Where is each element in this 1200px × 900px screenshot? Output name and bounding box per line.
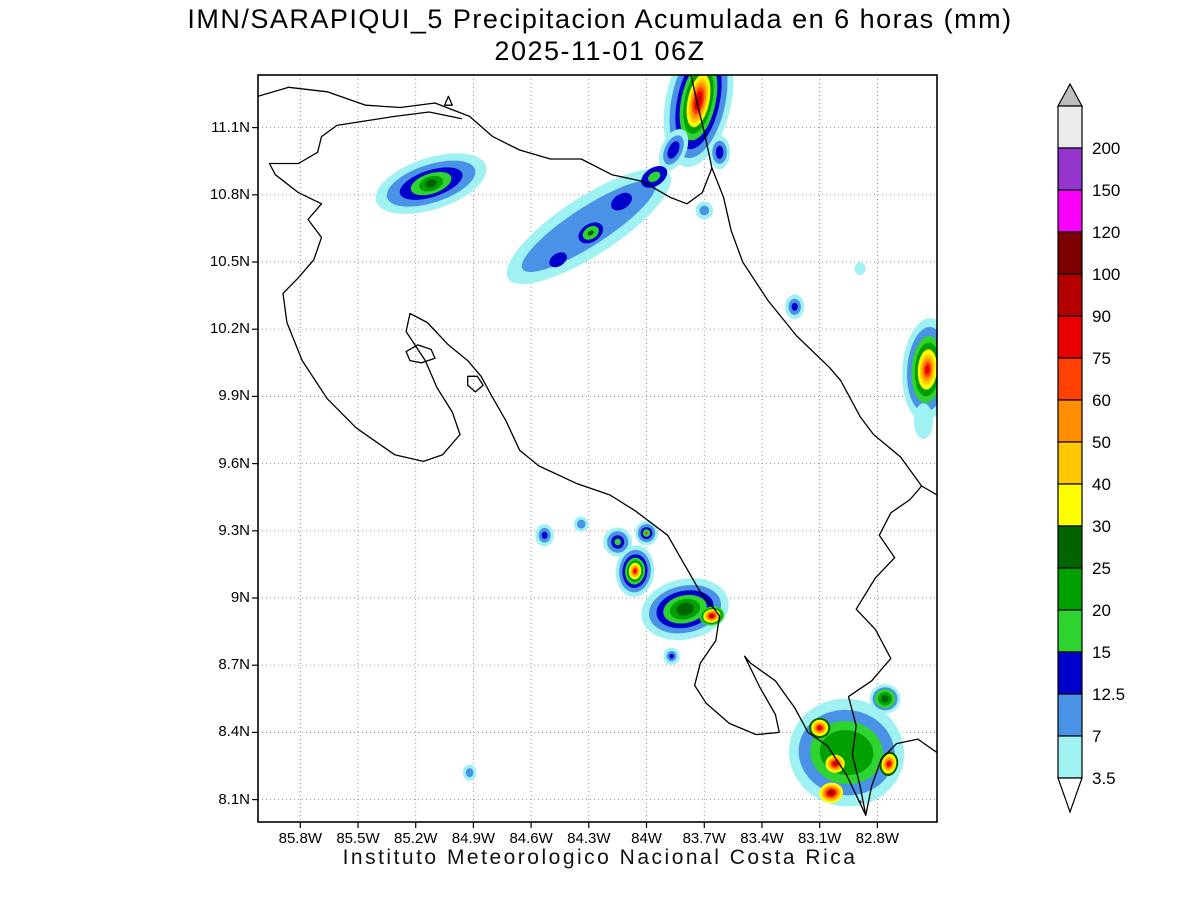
colorbar-tick-label: 7 xyxy=(1092,727,1101,746)
colorbar-segment xyxy=(1057,651,1083,695)
colorbar-tick-label: 120 xyxy=(1092,223,1120,242)
axis-ticks xyxy=(252,126,879,828)
colorbar-segment xyxy=(1057,357,1083,401)
lon-tick-label: 84W xyxy=(631,830,662,847)
colorbar-segment xyxy=(1057,105,1083,149)
map-border xyxy=(257,74,938,823)
footer-caption: Instituto Meteorologico Nacional Costa R… xyxy=(342,846,858,869)
lat-tick-label: 9.9N xyxy=(218,387,250,405)
lon-tick-label: 82.8W xyxy=(855,830,900,847)
colorbar-segment xyxy=(1057,441,1083,485)
colorbar-tick-label: 3.5 xyxy=(1092,769,1116,788)
colorbar-tick-label: 150 xyxy=(1092,181,1120,200)
colorbar-tick-label: 75 xyxy=(1092,349,1111,368)
colorbar-segment xyxy=(1057,315,1083,359)
lat-tick-label: 8.7N xyxy=(218,656,250,674)
colorbar-tick-label: 30 xyxy=(1092,517,1111,536)
colorbar-segment xyxy=(1057,399,1083,443)
colorbar-tick-label: 15 xyxy=(1092,643,1111,662)
lat-tick-label: 9.6N xyxy=(218,454,250,472)
chart-subtitle: 2025-11-01 06Z xyxy=(494,36,706,66)
colorbar-tick-label: 90 xyxy=(1092,307,1111,326)
colorbar-segment xyxy=(1057,693,1083,737)
colorbar-tick-label: 50 xyxy=(1092,433,1111,452)
lon-tick-label: 84.3W xyxy=(567,830,611,847)
colorbar-tick-label: 100 xyxy=(1092,265,1120,284)
lat-tick-label: 9N xyxy=(230,589,250,606)
chart-title: IMN/SARAPIQUI_5 Precipitacion Acumulada … xyxy=(187,4,1013,34)
colorbar-tick-label: 40 xyxy=(1092,475,1111,494)
colorbar-segment xyxy=(1057,525,1083,569)
lon-tick-label: 83.7W xyxy=(682,830,726,847)
colorbar-segment xyxy=(1057,567,1083,611)
lat-tick-label: 11.1N xyxy=(211,118,250,136)
lat-tick-label: 10.5N xyxy=(209,253,250,271)
lon-tick-label: 85.2W xyxy=(394,830,438,847)
colorbar-segment xyxy=(1057,189,1083,233)
colorbar-tick-label: 60 xyxy=(1092,391,1111,410)
colorbar-tick-label: 12.5 xyxy=(1092,685,1125,704)
colorbar-tick-label: 200 xyxy=(1092,139,1120,158)
lon-tick-label: 84.9W xyxy=(451,830,496,847)
colorbar-segment xyxy=(1057,483,1083,527)
lon-tick-label: 85.8W xyxy=(278,830,322,847)
lat-tick-label: 8.1N xyxy=(218,790,250,808)
colorbar-segment xyxy=(1057,735,1083,779)
colorbar-segment xyxy=(1057,147,1083,191)
lat-tick-label: 10.8N xyxy=(209,185,250,203)
colorbar-segment xyxy=(1057,231,1083,275)
colorbar-arrow-top xyxy=(1056,82,1084,107)
colorbar-segment xyxy=(1057,609,1083,653)
coastline xyxy=(258,75,937,816)
lon-tick-label: 83.1W xyxy=(797,830,842,847)
lon-tick-label: 85.5W xyxy=(336,830,380,847)
lon-tick-label: 84.6W xyxy=(509,830,553,847)
map-canvas xyxy=(252,74,938,828)
colorbar: 200 150 120 100 90 75 60 50 40 30 25 20 15 12.5 7 3.5 xyxy=(1056,82,1125,814)
lat-tick-label: 8.4N xyxy=(218,723,250,741)
colorbar-tick-label: 25 xyxy=(1092,559,1111,578)
precip-cells xyxy=(375,75,937,807)
colorbar-segment xyxy=(1057,273,1083,317)
colorbar-arrow-bottom xyxy=(1057,777,1083,814)
colorbar-tick-label: 20 xyxy=(1092,601,1111,620)
lat-tick-label: 10.2N xyxy=(209,320,250,338)
lon-tick-label: 83.4W xyxy=(740,830,784,847)
lat-tick-label: 9.3N xyxy=(218,521,250,539)
